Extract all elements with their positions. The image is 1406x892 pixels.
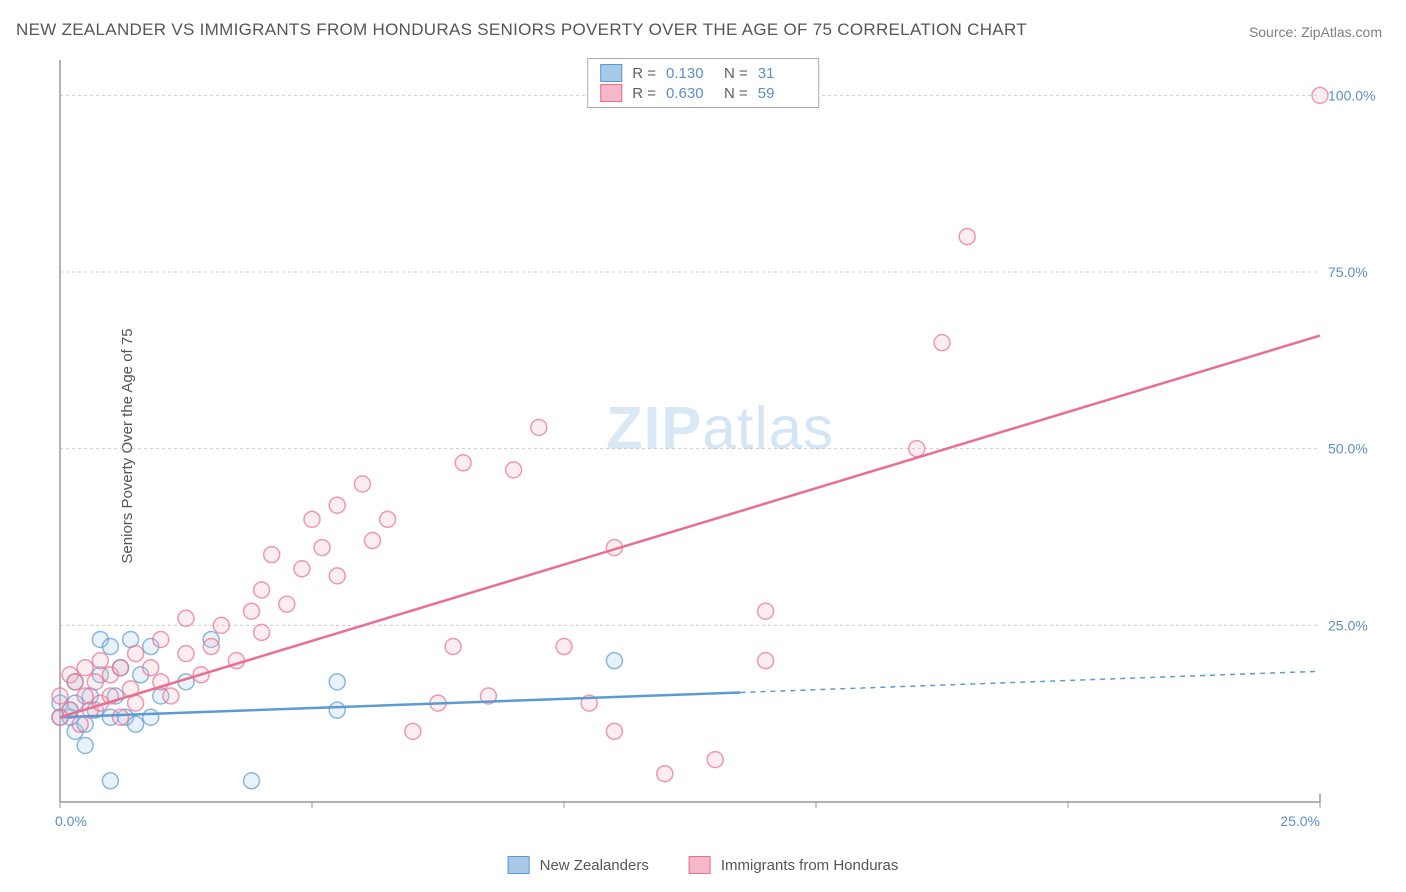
data-point	[354, 476, 370, 492]
data-point	[102, 773, 118, 789]
data-point	[163, 688, 179, 704]
x-tick-label: 25.0%	[1280, 813, 1320, 829]
data-point	[556, 639, 572, 655]
correlation-legend: R = 0.130 N = 31 R = 0.630 N = 59	[587, 58, 819, 108]
r-value-0: 0.130	[666, 65, 714, 82]
legend-swatch-1b	[689, 856, 711, 874]
data-point	[213, 617, 229, 633]
data-point	[112, 660, 128, 676]
legend-label-1: Immigrants from Honduras	[721, 857, 899, 874]
data-point	[178, 610, 194, 626]
data-point	[455, 455, 471, 471]
legend-swatch-0	[600, 64, 622, 82]
data-point	[143, 660, 159, 676]
legend-swatch-1	[600, 84, 622, 102]
data-point	[77, 660, 93, 676]
data-point	[531, 419, 547, 435]
data-point	[329, 674, 345, 690]
data-point	[405, 723, 421, 739]
data-point	[380, 511, 396, 527]
y-tick-label: 50.0%	[1328, 441, 1368, 457]
data-point	[178, 646, 194, 662]
x-tick-label: 0.0%	[55, 813, 87, 829]
data-point	[506, 462, 522, 478]
r-value-1: 0.630	[666, 85, 714, 102]
legend-item-1: Immigrants from Honduras	[689, 856, 899, 874]
legend-item-0: New Zealanders	[508, 856, 649, 874]
data-point	[67, 674, 83, 690]
data-point	[254, 582, 270, 598]
n-value-1: 59	[758, 85, 806, 102]
series-legend: New Zealanders Immigrants from Honduras	[508, 856, 899, 874]
y-tick-label: 75.0%	[1328, 264, 1368, 280]
data-point	[657, 766, 673, 782]
data-point	[329, 568, 345, 584]
legend-swatch-0b	[508, 856, 530, 874]
data-point	[329, 497, 345, 513]
data-point	[128, 646, 144, 662]
data-point	[143, 709, 159, 725]
data-point	[92, 653, 108, 669]
r-label: R =	[632, 65, 656, 82]
r-label: R =	[632, 85, 656, 102]
source-label: Source: ZipAtlas.com	[1249, 24, 1382, 40]
data-point	[445, 639, 461, 655]
n-value-0: 31	[758, 65, 806, 82]
data-point	[279, 596, 295, 612]
chart-area: ZIPatlas 25.0%50.0%75.0%100.0%0.0%25.0%	[50, 55, 1390, 832]
data-point	[112, 709, 128, 725]
y-tick-label: 100.0%	[1328, 87, 1375, 103]
data-point	[264, 547, 280, 563]
data-point	[128, 695, 144, 711]
data-point	[244, 603, 260, 619]
data-point	[77, 737, 93, 753]
n-label: N =	[724, 65, 748, 82]
data-point	[314, 540, 330, 556]
data-point	[203, 639, 219, 655]
data-point	[294, 561, 310, 577]
legend-label-0: New Zealanders	[540, 857, 649, 874]
data-point	[244, 773, 260, 789]
data-point	[52, 688, 68, 704]
n-label: N =	[724, 85, 748, 102]
data-point	[254, 624, 270, 640]
legend-row-0: R = 0.130 N = 31	[600, 63, 806, 83]
data-point	[102, 639, 118, 655]
y-tick-label: 25.0%	[1328, 617, 1368, 633]
trend-line	[60, 336, 1320, 718]
data-point	[707, 752, 723, 768]
data-point	[1312, 87, 1328, 103]
data-point	[329, 702, 345, 718]
data-point	[959, 229, 975, 245]
data-point	[606, 653, 622, 669]
data-point	[153, 631, 169, 647]
data-point	[87, 674, 103, 690]
data-point	[128, 716, 144, 732]
data-point	[934, 335, 950, 351]
data-point	[72, 716, 88, 732]
data-point	[364, 533, 380, 549]
data-point	[758, 603, 774, 619]
legend-row-1: R = 0.630 N = 59	[600, 83, 806, 103]
chart-title: NEW ZEALANDER VS IMMIGRANTS FROM HONDURA…	[16, 20, 1027, 40]
data-point	[606, 723, 622, 739]
data-point	[758, 653, 774, 669]
data-point	[304, 511, 320, 527]
data-point	[909, 441, 925, 457]
scatter-chart: 25.0% 50.0% 75.0% 100.0% 0.0% 25.0%	[50, 55, 1390, 832]
trend-line-extrapolated	[740, 671, 1320, 692]
